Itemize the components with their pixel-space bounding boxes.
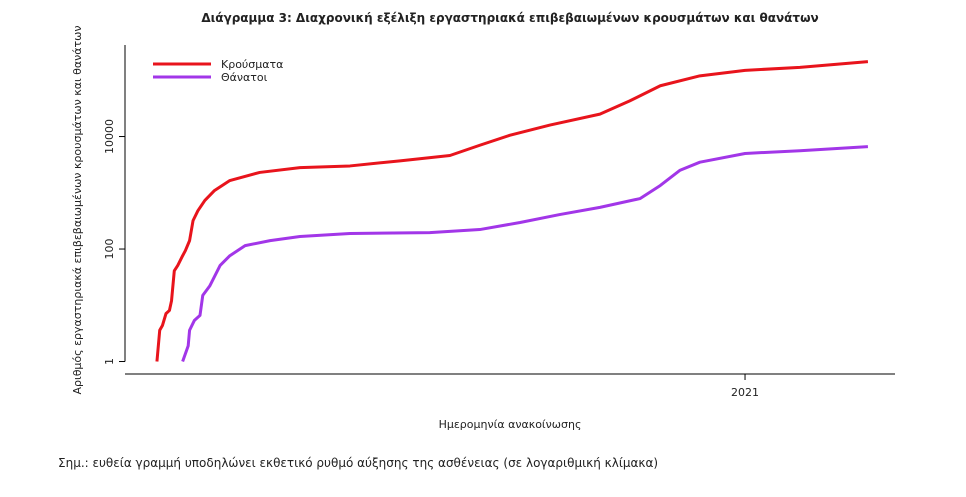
- series-line: [181, 145, 869, 363]
- legend-label: Θάνατοι: [221, 71, 268, 84]
- y-axis-label: Αριθμός εργαστηριακά επιβεβαιωμένων κρου…: [71, 25, 84, 394]
- y-tick-label: 10000: [103, 119, 116, 154]
- y-tick-label: 1: [103, 358, 116, 365]
- chart-title: Διάγραμμα 3: Διαχρονική εξέλιξη εργαστηρ…: [201, 11, 818, 25]
- note: Σημ.: ευθεία γραμμή υποδηλώνει εκθετικό …: [58, 456, 658, 470]
- y-tick-label: 100: [103, 239, 116, 260]
- series-line: [155, 60, 869, 362]
- legend-label: Κρούσματα: [221, 58, 283, 71]
- x-axis-label: Ημερομηνία ανακοίνωσης: [439, 418, 582, 431]
- x-tick-label: 2021: [731, 386, 759, 399]
